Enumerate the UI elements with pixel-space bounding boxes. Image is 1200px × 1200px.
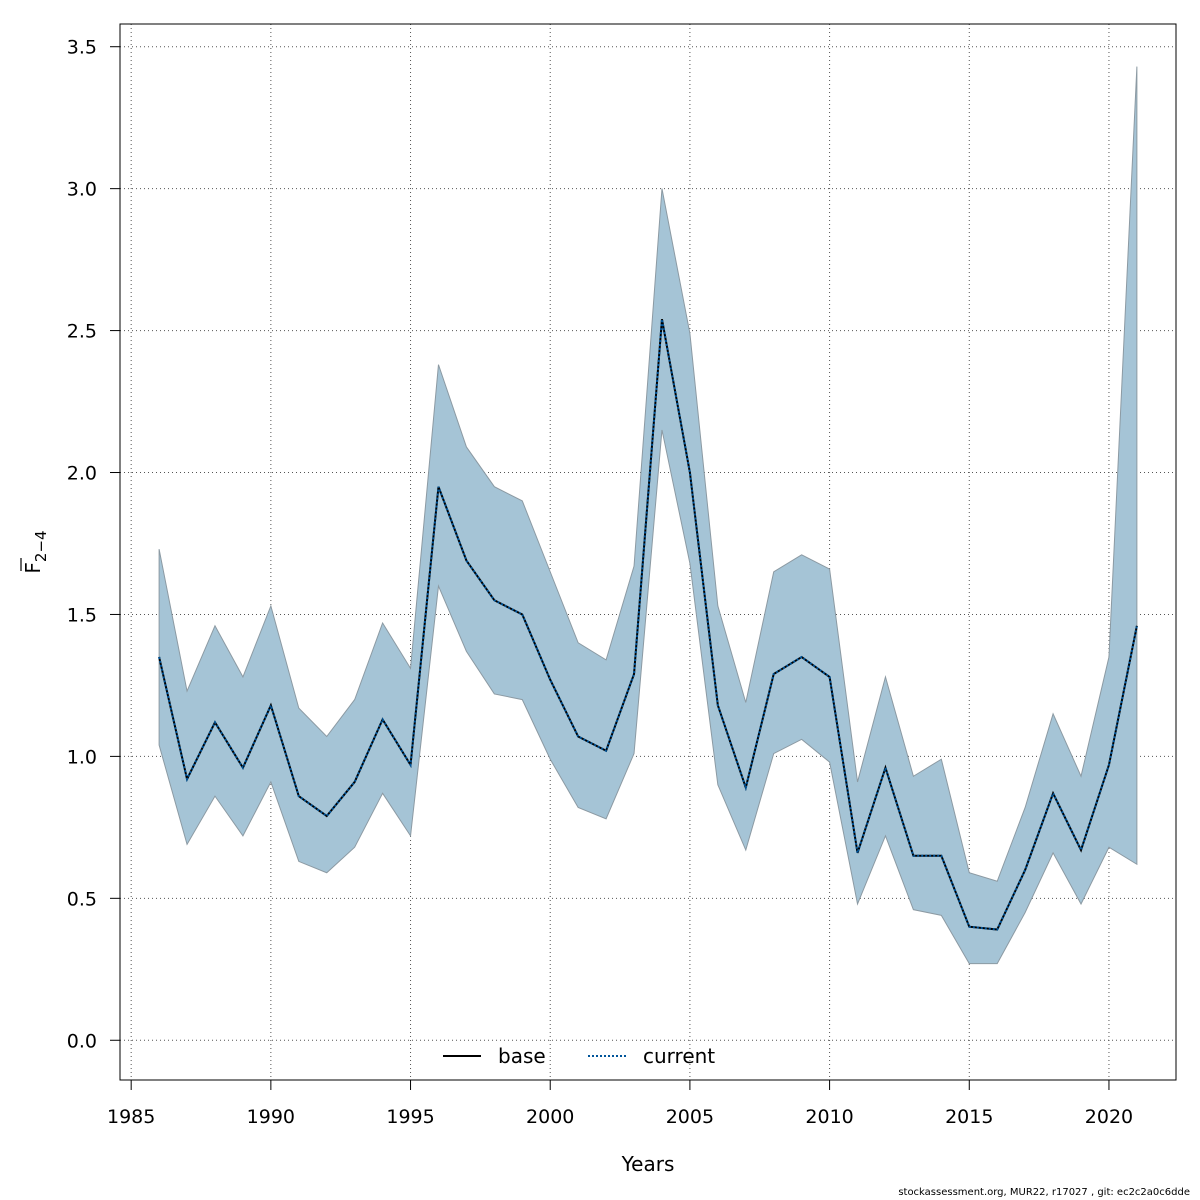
confidence-band-area: [158, 66, 1138, 965]
x-tick-label: 2000: [526, 1106, 574, 1128]
x-tick-label: 2015: [945, 1106, 993, 1128]
x-tick-label: 2010: [805, 1106, 853, 1128]
x-tick-label: 2005: [666, 1106, 714, 1128]
x-axis-title: Years: [621, 1152, 675, 1176]
confidence-band: [158, 66, 1138, 965]
svg-text:F2−4: F2−4: [21, 530, 50, 573]
y-axis: 0.0 0.5 1.0 1.5 2.0 2.5 3.0 3.5: [67, 37, 120, 1052]
x-axis: 1985 1990 1995 2000 2005 2010 2015 2020: [107, 1079, 1133, 1128]
legend-label-current: current: [643, 1044, 715, 1068]
y-tick-label: 1.5: [67, 604, 97, 626]
legend: base current: [443, 1044, 715, 1068]
y-tick-label: 0.0: [67, 1030, 97, 1052]
legend-label-base: base: [498, 1044, 546, 1068]
y-tick-label: 3.5: [67, 37, 97, 59]
x-tick-label: 1985: [107, 1106, 155, 1128]
series-lines: [158, 319, 1138, 931]
y-tick-label: 2.5: [67, 321, 97, 343]
x-tick-label: 2020: [1085, 1106, 1133, 1128]
y-tick-label: 3.0: [67, 179, 97, 201]
y-axis-title: F2−4: [20, 530, 50, 574]
y-axis-title-subscript: 2−4: [32, 530, 50, 562]
series-line-current: [158, 319, 1138, 931]
y-tick-label: 0.5: [67, 888, 97, 910]
y-tick-label: 2.0: [67, 463, 97, 485]
x-tick-label: 1990: [247, 1106, 295, 1128]
y-tick-label: 1.0: [67, 746, 97, 768]
x-tick-label: 1995: [386, 1106, 434, 1128]
footer-credit: stockassessment.org, MUR22, r17027 , git…: [898, 1187, 1190, 1198]
y-axis-title-main: F: [21, 562, 45, 574]
